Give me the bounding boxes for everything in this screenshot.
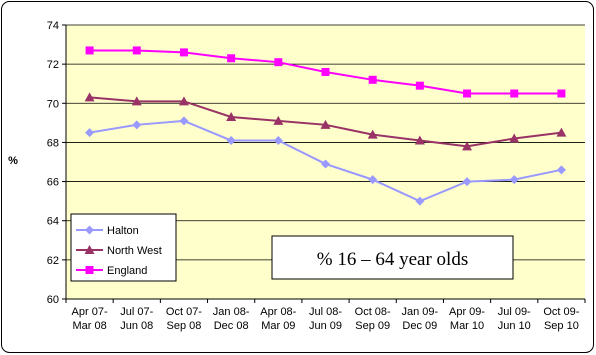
data-point-halton xyxy=(368,175,378,185)
series-halton xyxy=(85,116,566,206)
legend-swatch-marker xyxy=(85,225,94,235)
data-point-north-west xyxy=(367,129,378,139)
data-point-north-west xyxy=(131,96,142,106)
data-point-halton xyxy=(273,135,283,145)
annotation-text: % 16 – 64 year olds xyxy=(317,249,468,270)
x-tick-label: Oct 08-Sep 09 xyxy=(355,306,391,332)
x-tick-label: Oct 07-Sep 08 xyxy=(166,306,202,332)
data-point-north-west xyxy=(556,127,567,137)
data-point-england xyxy=(132,46,141,55)
data-point-england xyxy=(368,75,377,84)
data-point-north-west xyxy=(273,115,284,125)
x-tick-label: Jul 08-Jun 09 xyxy=(309,306,342,332)
legend-item-england: England xyxy=(76,265,147,277)
data-point-halton xyxy=(462,177,472,187)
legend-label: North West xyxy=(107,245,162,257)
x-tick-label: Jul 07-Jun 08 xyxy=(120,306,153,332)
y-tick-label: 74 xyxy=(47,20,59,32)
legend-item-north-west: North West xyxy=(76,245,162,257)
data-point-halton xyxy=(179,116,189,126)
data-point-england xyxy=(463,89,472,98)
legend-label: England xyxy=(107,265,147,277)
y-axis-label: % xyxy=(8,155,18,167)
data-point-north-west xyxy=(414,135,425,145)
data-point-england xyxy=(510,89,519,98)
legend-swatch-marker xyxy=(85,266,94,274)
y-tick-label: 66 xyxy=(47,177,59,189)
data-point-north-west xyxy=(462,141,473,151)
data-point-halton xyxy=(132,120,142,130)
y-tick-labels: 60 62 64 66 68 70 72 74 xyxy=(47,20,66,306)
x-tick-label: Jul 09-Jun 10 xyxy=(498,306,531,332)
x-tick-label: Jan 08-Dec 08 xyxy=(213,306,250,332)
data-point-halton xyxy=(415,196,425,206)
data-point-england xyxy=(179,48,188,57)
data-point-north-west xyxy=(320,119,331,129)
data-point-england xyxy=(321,67,330,76)
series-england xyxy=(85,46,566,98)
data-point-england xyxy=(227,54,236,63)
data-point-north-west xyxy=(226,111,237,121)
x-tick-label: Oct 09-Sep 10 xyxy=(543,306,579,332)
data-point-england xyxy=(85,46,94,55)
legend-label: Halton xyxy=(107,225,139,237)
data-point-halton xyxy=(556,165,566,175)
legend-item-halton: Halton xyxy=(76,225,139,237)
x-tick-label: Apr 08-Mar 09 xyxy=(260,306,296,332)
y-tick-label: 62 xyxy=(47,255,59,267)
x-tick-label: Apr 09-Mar 10 xyxy=(449,306,485,332)
y-tick-label: 60 xyxy=(47,294,59,306)
x-tick-label: Apr 07-Mar 08 xyxy=(72,306,108,332)
data-point-north-west xyxy=(84,92,95,102)
data-point-halton xyxy=(509,175,519,185)
y-tick-label: 68 xyxy=(47,137,59,149)
y-tick-label: 72 xyxy=(47,59,59,71)
series-layer xyxy=(84,46,567,206)
legend: Halton North West England xyxy=(70,213,177,282)
data-point-halton xyxy=(226,135,236,145)
annotation-box: % 16 – 64 year olds xyxy=(271,235,514,280)
x-tick-labels: Apr 07-Mar 08 Jul 07-Jun 08 Oct 07-Sep 08 J… xyxy=(65,299,586,332)
y-tick-label: 64 xyxy=(47,216,59,228)
data-point-england xyxy=(415,81,424,90)
series-north-west xyxy=(84,92,567,151)
y-tick-label: 70 xyxy=(47,98,59,110)
x-tick-label: Jan 09-Dec 09 xyxy=(402,306,439,332)
data-point-halton xyxy=(321,159,330,169)
data-point-england xyxy=(557,89,566,98)
data-point-north-west xyxy=(509,133,520,143)
legend-swatch-marker xyxy=(84,245,95,254)
data-point-halton xyxy=(85,128,95,138)
data-point-north-west xyxy=(178,96,189,106)
data-point-england xyxy=(274,58,283,67)
